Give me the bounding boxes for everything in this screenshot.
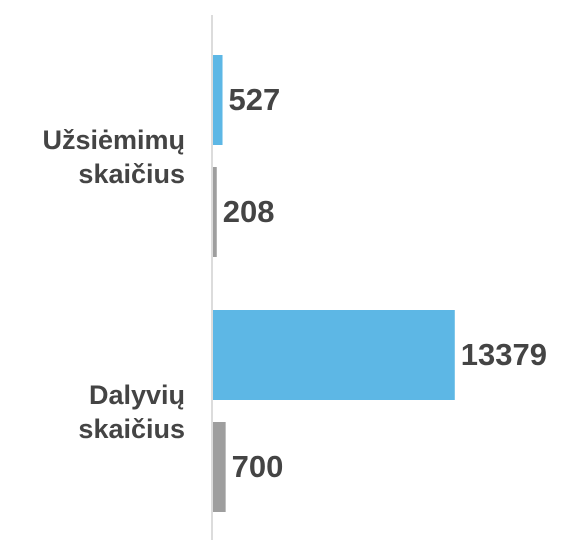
bar <box>213 167 217 257</box>
value-label: 700 <box>232 449 284 484</box>
bar <box>213 55 223 145</box>
value-label: 527 <box>229 82 281 117</box>
bar <box>213 310 455 400</box>
value-label: 208 <box>223 194 275 229</box>
bar <box>213 422 226 512</box>
value-label: 13379 <box>461 337 547 372</box>
category-label: Dalyvių skaičius <box>78 380 185 444</box>
category-label: Užsiėmimų skaičius <box>42 125 185 189</box>
